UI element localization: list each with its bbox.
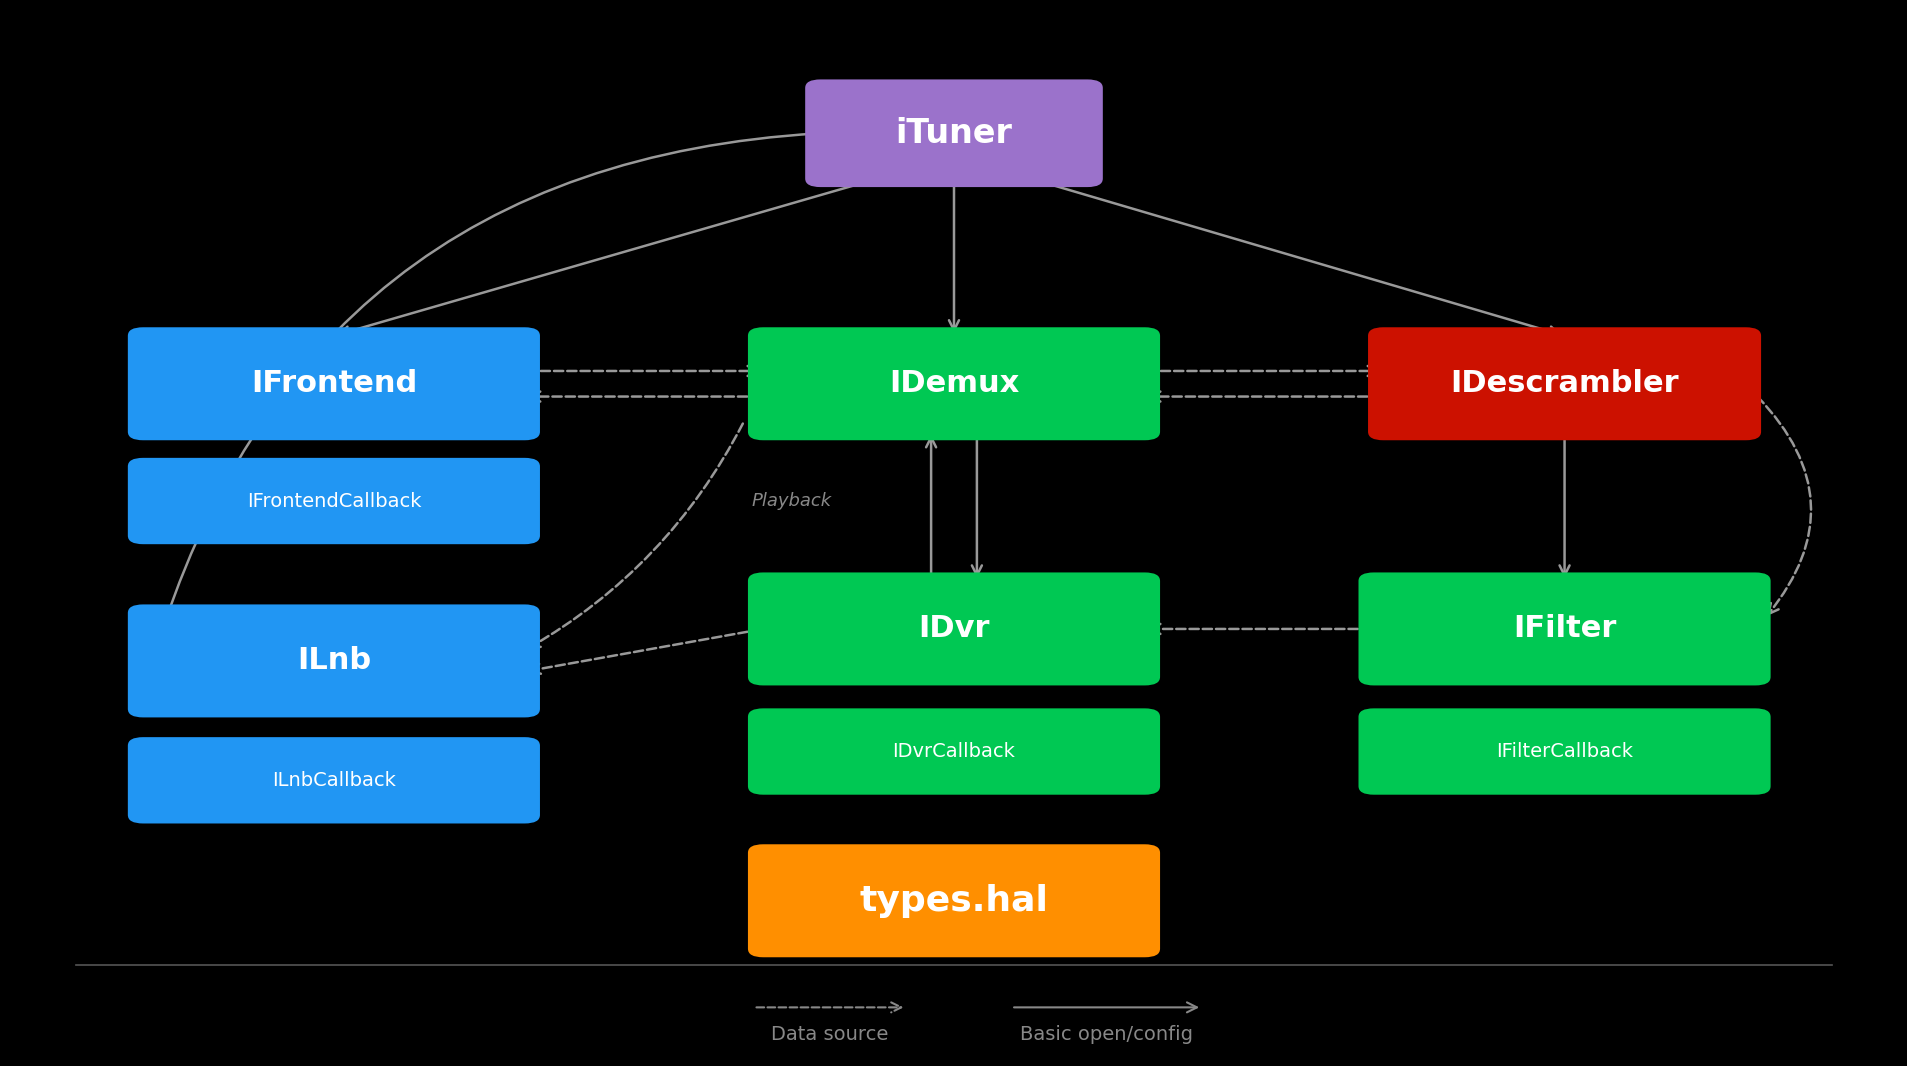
FancyBboxPatch shape: [128, 458, 540, 544]
Text: IDescrambler: IDescrambler: [1449, 369, 1678, 399]
FancyBboxPatch shape: [805, 80, 1102, 188]
Text: IFilter: IFilter: [1512, 614, 1615, 644]
Text: types.hal: types.hal: [860, 884, 1047, 918]
FancyBboxPatch shape: [128, 738, 540, 823]
FancyBboxPatch shape: [748, 844, 1159, 957]
Text: Basic open/config: Basic open/config: [1020, 1024, 1192, 1044]
FancyBboxPatch shape: [128, 327, 540, 440]
FancyBboxPatch shape: [1367, 327, 1760, 440]
Text: IFrontendCallback: IFrontendCallback: [246, 491, 421, 511]
FancyBboxPatch shape: [1358, 709, 1770, 795]
FancyBboxPatch shape: [748, 709, 1159, 795]
FancyBboxPatch shape: [128, 604, 540, 717]
Text: IDemux: IDemux: [889, 369, 1018, 399]
Text: IFilterCallback: IFilterCallback: [1495, 742, 1632, 761]
Text: Playback: Playback: [751, 492, 831, 510]
Text: IDvr: IDvr: [917, 614, 990, 644]
Text: ILnb: ILnb: [297, 646, 370, 676]
FancyBboxPatch shape: [748, 572, 1159, 685]
Text: ILnbCallback: ILnbCallback: [273, 771, 395, 790]
Text: iTuner: iTuner: [894, 117, 1013, 149]
Text: Data source: Data source: [770, 1024, 889, 1044]
Text: IFrontend: IFrontend: [250, 369, 418, 399]
Text: IDvrCallback: IDvrCallback: [892, 742, 1015, 761]
FancyBboxPatch shape: [1358, 572, 1770, 685]
FancyBboxPatch shape: [748, 327, 1159, 440]
